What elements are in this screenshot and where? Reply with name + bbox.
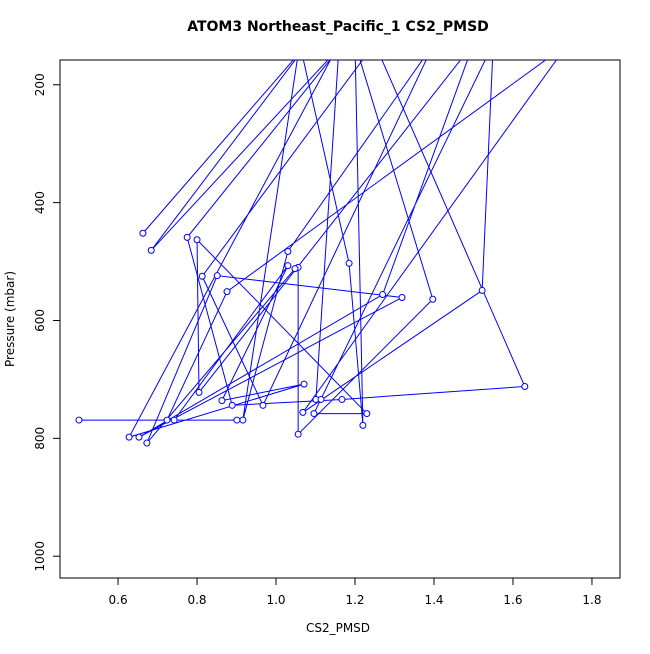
series-line: [78, 60, 558, 444]
y-tick-label: 600: [33, 309, 47, 332]
chart-title: ATOM3 Northeast_Pacific_1 CS2_PMSD: [187, 19, 489, 35]
y-tick-label: 1000: [33, 541, 47, 572]
point: [147, 246, 155, 254]
point: [239, 416, 247, 424]
x-tick-label: 0.6: [109, 593, 128, 607]
x-tick-label: 1.0: [266, 593, 285, 607]
point: [228, 401, 236, 409]
point: [183, 233, 191, 241]
point: [75, 416, 83, 424]
point: [198, 272, 206, 280]
point: [345, 259, 353, 267]
point: [398, 293, 406, 301]
point: [521, 382, 529, 390]
point: [294, 430, 302, 438]
point: [139, 229, 147, 237]
point: [359, 421, 367, 429]
point: [284, 262, 292, 270]
x-tick-label: 1.6: [503, 593, 522, 607]
x-tick-label: 0.8: [187, 593, 206, 607]
y-axis-label: Pressure (mbar): [3, 271, 17, 367]
point: [284, 248, 292, 256]
point: [135, 433, 143, 441]
point: [478, 286, 486, 294]
y-tick-label: 800: [33, 427, 47, 450]
x-tick-label: 1.4: [424, 593, 443, 607]
point: [213, 272, 221, 280]
point: [299, 408, 307, 416]
point: [193, 236, 201, 244]
point: [143, 439, 151, 447]
point: [363, 410, 371, 418]
x-axis-label: CS2_PMSD: [306, 621, 370, 635]
point: [218, 397, 226, 405]
point: [429, 295, 437, 303]
x-tick-label: 1.8: [582, 593, 601, 607]
point: [233, 416, 241, 424]
point: [317, 395, 325, 403]
point: [163, 416, 171, 424]
point: [259, 401, 267, 409]
point: [291, 265, 299, 273]
point: [223, 288, 231, 296]
y-tick-label: 400: [33, 191, 47, 214]
y-tick-label: 200: [33, 73, 47, 96]
x-tick-label: 1.2: [345, 593, 364, 607]
plot-area: [75, 60, 558, 447]
point: [300, 380, 308, 388]
point: [195, 388, 203, 396]
point: [379, 291, 387, 299]
point: [170, 416, 178, 424]
point: [310, 410, 318, 418]
point: [338, 395, 346, 403]
plot-frame: [59, 59, 621, 579]
point: [125, 433, 133, 441]
